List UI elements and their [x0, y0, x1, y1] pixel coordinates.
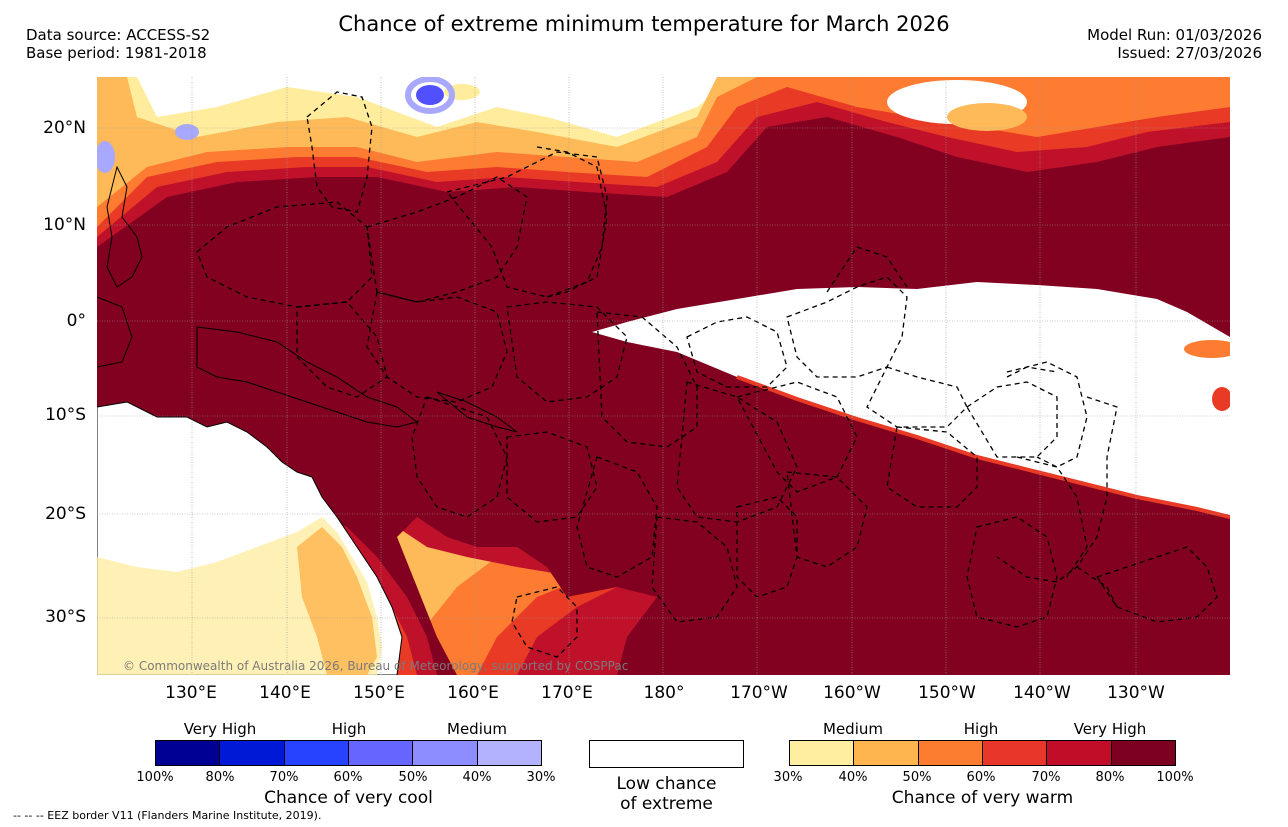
warm-cat-medium: Medium: [823, 720, 883, 738]
borneo-outline: [97, 296, 133, 368]
cool-tick-50: 50%: [398, 770, 428, 785]
grid-lines: [97, 77, 1230, 675]
base-period: Base period: 1981-2018: [26, 44, 207, 62]
lon-label-130e: 130°E: [165, 683, 217, 703]
cool-tick-30: 30%: [526, 770, 556, 785]
lon-label-170e: 170°E: [541, 683, 593, 703]
warm-tick-70: 70%: [1031, 770, 1061, 785]
cool-cat-medium: Medium: [447, 720, 507, 738]
equatorial-warm-edge: [736, 375, 1230, 519]
warm-swatch-5: [1047, 741, 1112, 765]
lat-label-20s: 20°S: [45, 504, 86, 524]
warm-tick-100: 100%: [1156, 770, 1194, 785]
warm-tick-30: 30%: [773, 770, 803, 785]
cool-patch-3: [175, 124, 199, 140]
warm-swatch-4: [982, 741, 1048, 765]
east-pacific-warm-patch: [1184, 340, 1230, 358]
cool-swatch-3: [284, 741, 349, 765]
copyright-text: © Commonwealth of Australia 2026, Bureau…: [123, 659, 628, 673]
page-title: Chance of extreme minimum temperature fo…: [338, 12, 950, 36]
lat-label-30s: 30°S: [45, 607, 86, 627]
cool-swatch-5: [413, 741, 478, 765]
eez-note: -- -- -- EEZ border V11 (Flanders Marine…: [13, 809, 322, 822]
warm-swatch-6: [1111, 741, 1175, 765]
low-chance-line2: of extreme: [620, 794, 713, 814]
new-guinea-outline: [196, 326, 419, 428]
warm-tick-60: 60%: [966, 770, 996, 785]
lon-label-160w: 160°W: [823, 683, 881, 703]
cool-tick-70: 70%: [269, 770, 299, 785]
cool-swatch-4: [348, 741, 414, 765]
warm-cat-high: High: [963, 720, 999, 738]
cool-swatch-6: [477, 741, 541, 765]
lon-label-150w: 150°W: [918, 683, 976, 703]
cool-cat-high: High: [331, 720, 367, 738]
lon-label-170w: 170°W: [730, 683, 788, 703]
warm-legend-title: Chance of very warm: [891, 788, 1074, 808]
lon-label-150e: 150°E: [353, 683, 405, 703]
cool-tick-80: 80%: [205, 770, 235, 785]
lat-label-20n: 20°N: [43, 118, 86, 138]
north-orange-patch: [947, 103, 1027, 131]
australia-orange-fill: [297, 527, 377, 675]
warm-cat-very-high: Very High: [1073, 720, 1147, 738]
solomon-outline: [436, 391, 518, 433]
cool-swatch-1: [156, 741, 221, 765]
cool-patch-1-outer: [405, 77, 455, 114]
lon-label-160e: 160°E: [447, 683, 499, 703]
philippines-outline: [106, 165, 143, 288]
cool-legend-title: Chance of very cool: [264, 788, 433, 808]
lat-label-10s: 10°S: [45, 405, 86, 425]
cool-swatch-2: [220, 741, 285, 765]
low-chance-swatch: [589, 740, 744, 768]
cool-patch-1: [416, 85, 444, 105]
low-chance-line1: Low chance: [616, 774, 717, 794]
cool-tick-40: 40%: [462, 770, 492, 785]
lon-label-140w: 140°W: [1013, 683, 1071, 703]
lon-label-140e: 140°E: [259, 683, 311, 703]
carpentaria-white: [177, 427, 257, 477]
warm-swatch-3: [918, 741, 983, 765]
warm-swatch-1: [790, 741, 855, 765]
data-source: Data source: ACCESS-S2: [26, 26, 211, 44]
issued-date: Issued: 27/03/2026: [1117, 44, 1262, 62]
header-right: Model Run: 01/03/2026 Issued: 27/03/2026: [1087, 26, 1262, 62]
warm-core-very-high: [97, 117, 1230, 675]
cool-colorbar: [155, 740, 542, 766]
lon-label-130w: 130°W: [1107, 683, 1165, 703]
cool-patch-2: [97, 141, 115, 173]
warm-tick-80: 80%: [1095, 770, 1125, 785]
eez-borders: [196, 91, 1218, 658]
header-left: Data source: ACCESS-S2 Base period: 1981…: [26, 26, 210, 62]
warm-tick-40: 40%: [838, 770, 868, 785]
low-chance-label: Low chance of extreme: [589, 774, 744, 814]
lat-label-10n: 10°N: [43, 215, 86, 235]
lon-label-180: 180°: [643, 683, 685, 703]
cool-tick-100: 100%: [136, 770, 174, 785]
warm-tick-50: 50%: [902, 770, 932, 785]
warm-swatch-2: [854, 741, 919, 765]
cool-tick-60: 60%: [333, 770, 363, 785]
model-run: Model Run: 01/03/2026: [1087, 26, 1262, 44]
cool-cat-very-high: Very High: [183, 720, 257, 738]
lat-label-0: 0°: [66, 311, 86, 331]
map-canvas: © Commonwealth of Australia 2026, Bureau…: [97, 77, 1230, 675]
east-pacific-warm-patch-2: [1212, 387, 1230, 411]
equatorial-white-region: [592, 282, 1230, 517]
warm-colorbar: [789, 740, 1176, 766]
